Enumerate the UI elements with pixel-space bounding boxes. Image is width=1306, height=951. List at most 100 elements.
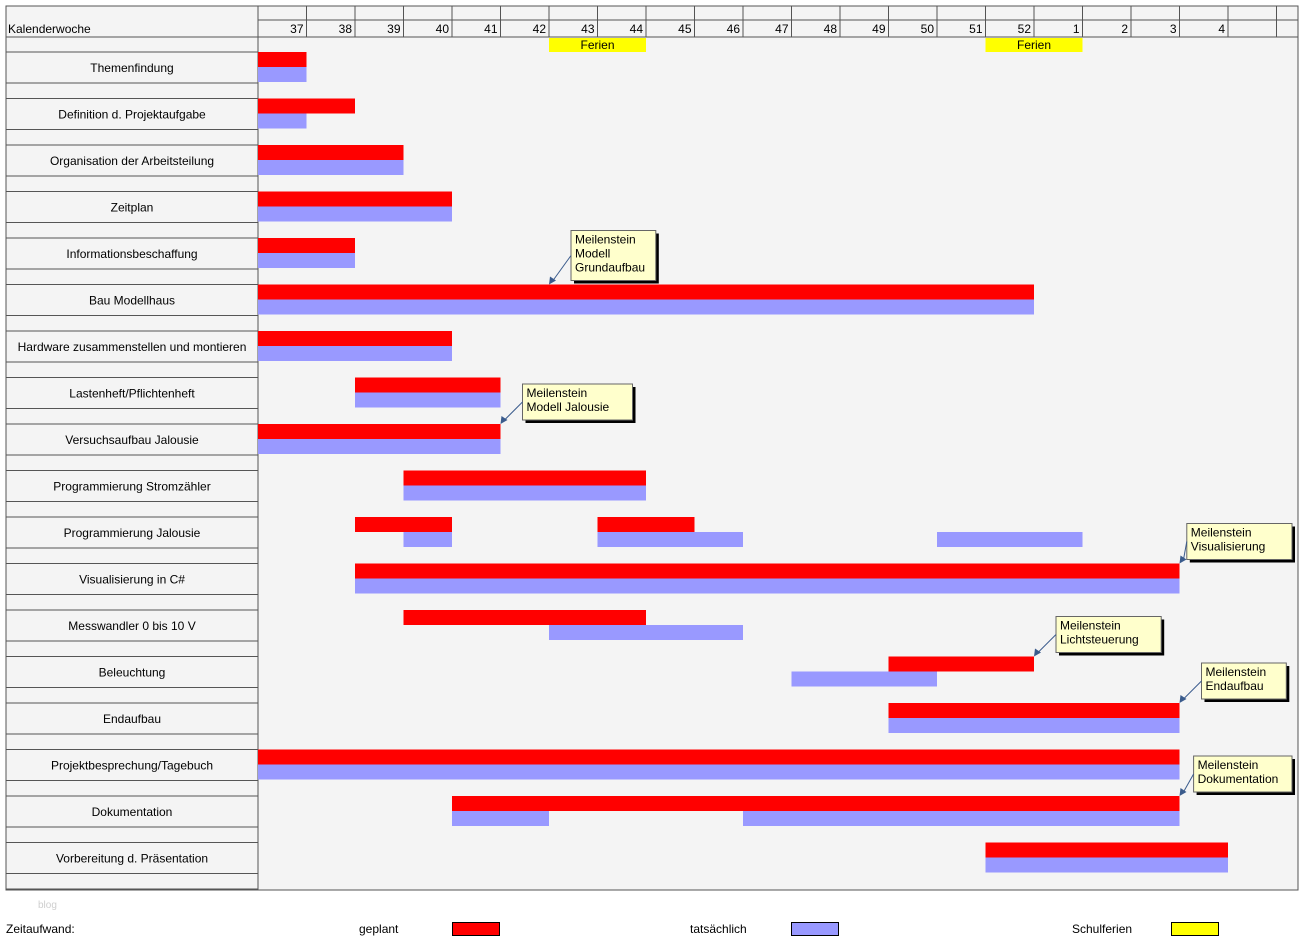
planned-bar [355,377,501,393]
milestone-text: Meilenstein [1206,665,1267,679]
planned-bar [888,656,1034,672]
task-label: Organisation der Arbeitsteilung [50,154,214,168]
milestone-arrowhead [549,276,556,285]
week-tick-label: 51 [969,22,983,36]
planned-bar [355,517,452,532]
milestone-arrowhead [500,416,508,424]
actual-bar [258,439,501,454]
actual-bar [355,578,1180,594]
task-label: Programmierung Jalousie [64,526,201,540]
actual-bar [888,718,1180,733]
task-label: Definition d. Projektaufgabe [58,108,206,122]
milestone-pointer [552,255,572,281]
week-tick-label: 48 [824,22,838,36]
planned-bar [985,842,1228,858]
week-tick-label: 44 [630,22,644,36]
milestone-pointer [1183,680,1202,700]
header-label: Kalenderwoche [8,22,91,36]
milestone-callout [1201,662,1287,700]
milestone-text: Grundaufbau [575,261,645,275]
legend-holiday-label: Schulferien [1072,922,1133,936]
milestone-text: Meilenstein [1060,619,1121,633]
task-label: Zeitplan [111,201,154,215]
task-label: Hardware zusammenstellen und montieren [18,340,247,354]
chart-frame [5,5,1299,891]
holiday-label: Ferien [1017,38,1051,52]
task-label: Vorbereitung d. Präsentation [56,852,208,866]
milestone-callout [522,383,633,421]
legend-title: Zeitaufwand: [6,922,75,936]
week-tick-label: 45 [678,22,692,36]
actual-bar [355,392,501,408]
actual-bar [985,857,1228,873]
planned-bar [258,749,1180,765]
milestone-text: Meilenstein [1198,758,1259,772]
legend-actual-label: tatsächlich [690,922,747,936]
planned-bar [355,563,1180,579]
milestone-text: Meilenstein [575,233,636,247]
actual-bar [258,253,355,268]
milestone-text: Lichtsteuerung [1060,633,1139,647]
week-tick-label: 4 [1218,22,1225,36]
actual-bar [937,532,1083,547]
milestone-text: Meilenstein [527,386,588,400]
task-label: Dokumentation [92,805,173,819]
planned-bar [597,517,695,532]
actual-bar [258,764,1180,780]
milestone-callout [1055,616,1162,653]
planned-bar [258,191,452,207]
planned-bar [888,703,1180,718]
task-label: Endaufbau [103,712,161,726]
week-tick-label: 1 [1073,22,1080,36]
week-tick-label: 3 [1170,22,1177,36]
planned-bar [403,610,646,625]
legend-planned-label: geplant [359,922,399,936]
week-tick-label: 41 [484,22,498,36]
actual-bar [549,625,743,640]
watermark-text: blog [38,900,57,911]
actual-bar [258,206,452,222]
week-tick-label: 52 [1018,22,1032,36]
week-tick-label: 49 [872,22,886,36]
task-label: Messwandler 0 bis 10 V [68,619,195,633]
planned-bar [258,284,1034,300]
planned-bar [258,52,307,67]
milestone-callout [1186,523,1293,560]
task-label: Bau Modellhaus [89,294,175,308]
milestone-text: Visualisierung [1191,540,1266,554]
actual-bar [258,67,307,82]
task-label: Themenfindung [90,61,173,75]
actual-bar [403,485,646,501]
planned-bar [452,796,1180,811]
week-tick-label: 50 [921,22,935,36]
milestone-pointer [504,401,523,421]
actual-bar [452,811,549,826]
actual-bar [597,532,743,547]
week-tick-label: 46 [727,22,741,36]
milestone-text: Meilenstein [1191,526,1252,540]
week-tick-label: 43 [581,22,595,36]
actual-bar [258,160,404,175]
milestone-text: Dokumentation [1198,772,1279,786]
holiday-label: Ferien [580,38,614,52]
week-tick-label: 37 [290,22,304,36]
legend-planned-swatch [452,922,500,936]
planned-bar [403,470,646,486]
holiday-band [549,38,646,52]
milestone-pointer [1183,773,1195,793]
task-label: Informationsbeschaffung [66,247,197,261]
actual-bar [403,532,452,547]
planned-bar [258,424,501,439]
milestone-callout [570,230,657,281]
milestone-arrowhead [1034,648,1041,657]
milestone-callout [1193,755,1293,793]
week-tick-label: 42 [533,22,547,36]
actual-bar [791,671,937,687]
week-tick-label: 38 [339,22,353,36]
planned-bar [258,331,452,346]
holiday-band [985,38,1083,52]
week-tick-label: 39 [387,22,401,36]
actual-bar [258,299,1034,315]
milestone-arrowhead [1179,695,1187,703]
